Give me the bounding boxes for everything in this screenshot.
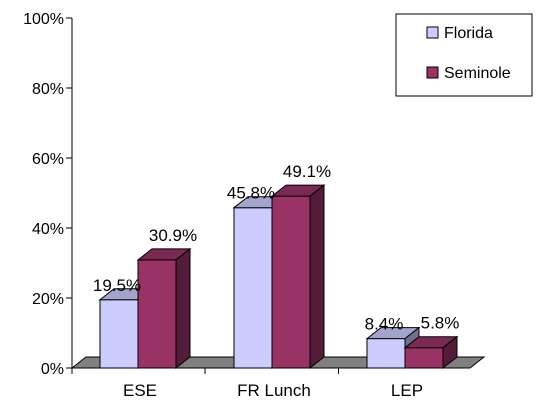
y-tick-label: 60% bbox=[32, 151, 64, 168]
y-tick-label: 100% bbox=[23, 11, 64, 28]
bar-seminole-lep bbox=[403, 335, 459, 370]
data-label-florida: 45.8% bbox=[227, 184, 275, 203]
category-label: LEP bbox=[391, 381, 423, 400]
bar-seminole-fr-lunch bbox=[270, 184, 326, 370]
category-label: FR Lunch bbox=[237, 381, 311, 400]
data-label-florida: 19.5% bbox=[93, 276, 141, 295]
legend-swatch-seminole bbox=[426, 66, 439, 79]
category-axis: ESE FR Lunch LEP bbox=[71, 367, 470, 400]
data-label-florida: 8.4% bbox=[365, 315, 404, 334]
bar-seminole-ese bbox=[136, 247, 192, 370]
data-label-seminole: 49.1% bbox=[283, 162, 331, 181]
legend: Florida Seminole bbox=[395, 13, 533, 97]
legend-swatch-florida bbox=[426, 26, 439, 39]
value-axis: 0% 20% 40% 60% 80% 100% bbox=[23, 11, 73, 378]
legend-label-seminole: Seminole bbox=[444, 65, 511, 82]
y-tick-label: 80% bbox=[32, 81, 64, 98]
y-tick-label: 20% bbox=[32, 291, 64, 308]
category-label: ESE bbox=[123, 381, 157, 400]
data-labels: 19.5% 30.9% 45.8% 49.1% 8.4% 5.8% bbox=[93, 162, 459, 333]
y-tick-label: 40% bbox=[32, 221, 64, 238]
data-label-seminole: 5.8% bbox=[421, 314, 460, 333]
y-tick-label: 0% bbox=[41, 361, 64, 378]
legend-label-florida: Florida bbox=[444, 25, 493, 42]
data-label-seminole: 30.9% bbox=[149, 226, 197, 245]
legend-box bbox=[395, 13, 533, 97]
bars bbox=[98, 184, 459, 370]
